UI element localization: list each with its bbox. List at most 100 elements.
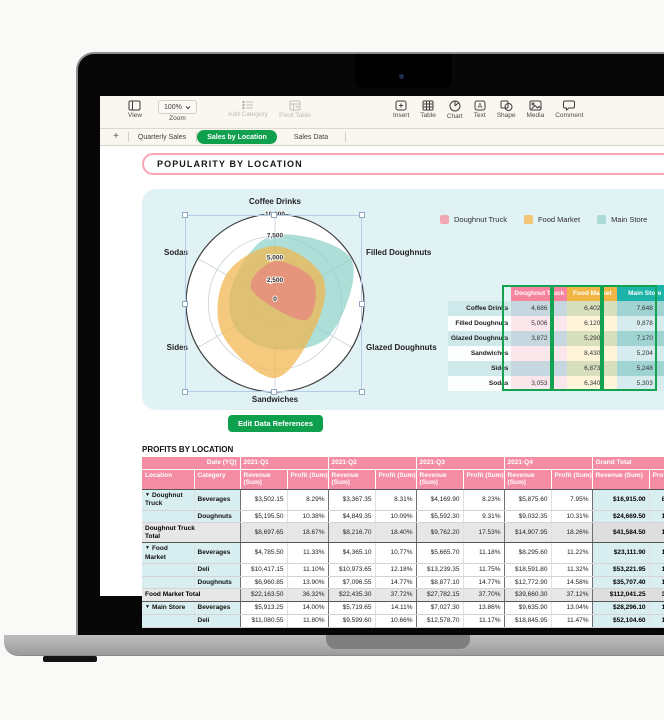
pivot-value-cell[interactable]: $16,915.00 (592, 489, 650, 511)
pivot-value-cell[interactable]: $27,782.15 (416, 588, 464, 602)
pivot-value-cell[interactable]: $7,096.55 (328, 576, 376, 589)
pivot-value-cell[interactable]: 10.38% (287, 510, 329, 523)
pivot-profit-header[interactable]: Profit (Sum) (551, 469, 593, 490)
pivot-value-cell[interactable]: 11.75% (463, 563, 505, 577)
zoom-value-dropdown[interactable]: 100% (158, 100, 197, 114)
pivot-value-cell[interactable]: 10.09% (375, 510, 417, 523)
toolbar-shape-button[interactable]: Shape (497, 100, 516, 120)
pivot-value-cell[interactable]: $39,660.30 (504, 588, 552, 602)
pivot-location-cell[interactable] (142, 510, 195, 523)
pivot-value-cell[interactable]: $4,169.90 (416, 489, 464, 511)
mini-cell[interactable]: 5,248 (617, 361, 664, 376)
pivot-value-cell[interactable]: 14.11% (375, 601, 417, 615)
pivot-profit-header[interactable]: Profit (Sum) (375, 469, 417, 490)
pivot-value-cell[interactable]: 12.18% (375, 563, 417, 577)
pivot-value-cell[interactable]: 18.40% (375, 522, 417, 543)
pivot-value-cell[interactable]: $10,973.65 (328, 563, 376, 577)
selection-handle[interactable] (359, 300, 365, 307)
pivot-category-cell[interactable]: Doughnuts (194, 510, 241, 523)
mini-cell[interactable]: 5,204 (617, 346, 664, 361)
mini-row-label[interactable]: Glazed Doughnuts (448, 331, 512, 346)
pivot-value-cell[interactable]: $41,584.50 (592, 522, 650, 543)
add-sheet-button[interactable]: + (113, 131, 119, 142)
pivot-value-cell[interactable]: $8,877.10 (416, 576, 464, 589)
pivot-location-cell[interactable]: ▼ Food Market (142, 542, 195, 564)
pivot-value-cell[interactable]: 13.04% (551, 601, 593, 615)
pivot-location-cell[interactable]: ▼ Main Store (142, 601, 195, 615)
pivot-value-cell[interactable]: 10 (649, 510, 664, 523)
pivot-category-cell[interactable]: Beverages (194, 542, 241, 564)
pivot-revenue-header[interactable]: Revenue (Sum) (504, 469, 552, 490)
mini-row-label[interactable]: Sodas (448, 376, 512, 391)
pivot-total-label[interactable]: Food Market Total (142, 588, 241, 602)
pivot-value-cell[interactable]: 18.26% (551, 522, 593, 543)
pivot-value-cell[interactable]: 14.77% (375, 576, 417, 589)
pivot-value-cell[interactable]: $52,104.60 (592, 614, 650, 628)
pivot-category-cell[interactable]: Beverages (194, 601, 241, 615)
pivot-value-cell[interactable]: $12,578.70 (416, 614, 464, 628)
radar-series-doughnut-truck[interactable] (250, 261, 316, 321)
pivot-value-cell[interactable]: $5,592.30 (416, 510, 464, 523)
pivot-value-cell[interactable]: 8.31% (375, 489, 417, 511)
mini-cell[interactable]: 6,120 (567, 316, 618, 331)
pivot-group-header[interactable]: Grand Total (592, 457, 664, 470)
mini-cell[interactable]: 3,872 (511, 331, 568, 346)
mini-cell[interactable]: 7,170 (617, 331, 664, 346)
pivot-value-cell[interactable]: $18,845.95 (504, 614, 552, 628)
pivot-value-cell[interactable]: $9,635.90 (504, 601, 552, 615)
mini-cell[interactable]: 5,290 (567, 331, 618, 346)
pivot-value-cell[interactable]: 11.18% (463, 542, 505, 564)
pivot-value-cell[interactable]: $8,697.65 (240, 522, 288, 543)
pivot-location-cell[interactable] (142, 576, 195, 589)
view-button[interactable]: View (128, 100, 142, 119)
toolbar-insert-button[interactable]: Insert (393, 100, 409, 120)
mini-cell[interactable]: 5,006 (511, 316, 568, 331)
toolbar-media-button[interactable]: Media (527, 100, 544, 120)
pivot-value-cell[interactable]: 8.23% (463, 489, 505, 511)
mini-col-header[interactable]: Main Store (617, 285, 664, 301)
mini-row-label[interactable]: Sandwiches (448, 346, 512, 361)
pivot-value-cell[interactable]: $35,707.40 (592, 576, 650, 589)
pivot-location-header[interactable]: Location (142, 469, 195, 490)
pivot-revenue-header[interactable]: Revenue (Sum) (328, 469, 376, 490)
pivot-value-cell[interactable]: 13.90% (287, 576, 329, 589)
selection-handle[interactable] (182, 389, 188, 395)
pivot-revenue-header[interactable]: Revenue (Sum) (240, 469, 288, 490)
selection-handle[interactable] (359, 212, 365, 218)
legend-item-doughnut-truck[interactable]: Doughnut Truck (440, 215, 507, 224)
mini-cell[interactable]: 4,686 (511, 301, 568, 316)
pivot-date-header[interactable]: Date (YQ) (142, 457, 241, 470)
pivot-value-cell[interactable]: 11.32% (551, 563, 593, 577)
toolbar-table-button[interactable]: Table (420, 100, 436, 120)
pivot-value-cell[interactable]: $10,417.15 (240, 563, 288, 577)
mini-cell[interactable]: 7,648 (617, 301, 664, 316)
pivot-value-cell[interactable]: $5,913.25 (240, 601, 288, 615)
pivot-value-cell[interactable]: $22,163.50 (240, 588, 288, 602)
pivot-group-header[interactable]: 2021-Q4 (504, 457, 593, 470)
disclosure-triangle-icon[interactable]: ▼ (145, 603, 150, 610)
pivot-total-label[interactable]: Doughnut Truck Total (142, 522, 241, 543)
pivot-value-cell[interactable]: 11 (649, 542, 664, 564)
pivot-value-cell[interactable]: 8.29% (287, 489, 329, 511)
mini-cell[interactable]: 8,430 (567, 346, 618, 361)
pivot-category-cell[interactable]: Beverages (194, 489, 241, 511)
pivot-value-cell[interactable]: $4,785.50 (240, 542, 288, 564)
mini-cell[interactable]: 6,340 (567, 376, 618, 391)
pivot-value-cell[interactable]: $23,111.90 (592, 542, 650, 564)
pivot-value-cell[interactable]: $112,041.25 (592, 588, 650, 602)
pivot-value-cell[interactable]: 18.67% (287, 522, 329, 543)
pivot-value-cell[interactable]: 10.66% (375, 614, 417, 628)
pivot-value-cell[interactable]: $9,032.35 (504, 510, 552, 523)
pivot-value-cell[interactable]: 9.31% (463, 510, 505, 523)
pivot-location-cell[interactable] (142, 563, 195, 577)
mini-cell[interactable]: 6,402 (567, 301, 618, 316)
pivot-value-cell[interactable]: 37.12% (551, 588, 593, 602)
pivot-value-cell[interactable]: $3,502.15 (240, 489, 288, 511)
pivot-category-cell[interactable]: Doughnuts (194, 576, 241, 589)
mini-col-header[interactable]: Food Market (567, 285, 618, 301)
pivot-revenue-header[interactable]: Revenue (Sum) (592, 469, 650, 490)
pivot-value-cell[interactable]: $24,669.50 (592, 510, 650, 523)
pivot-profit-header[interactable]: Profit (Sum) (649, 469, 664, 490)
pivot-value-cell[interactable]: 37 (649, 588, 664, 602)
